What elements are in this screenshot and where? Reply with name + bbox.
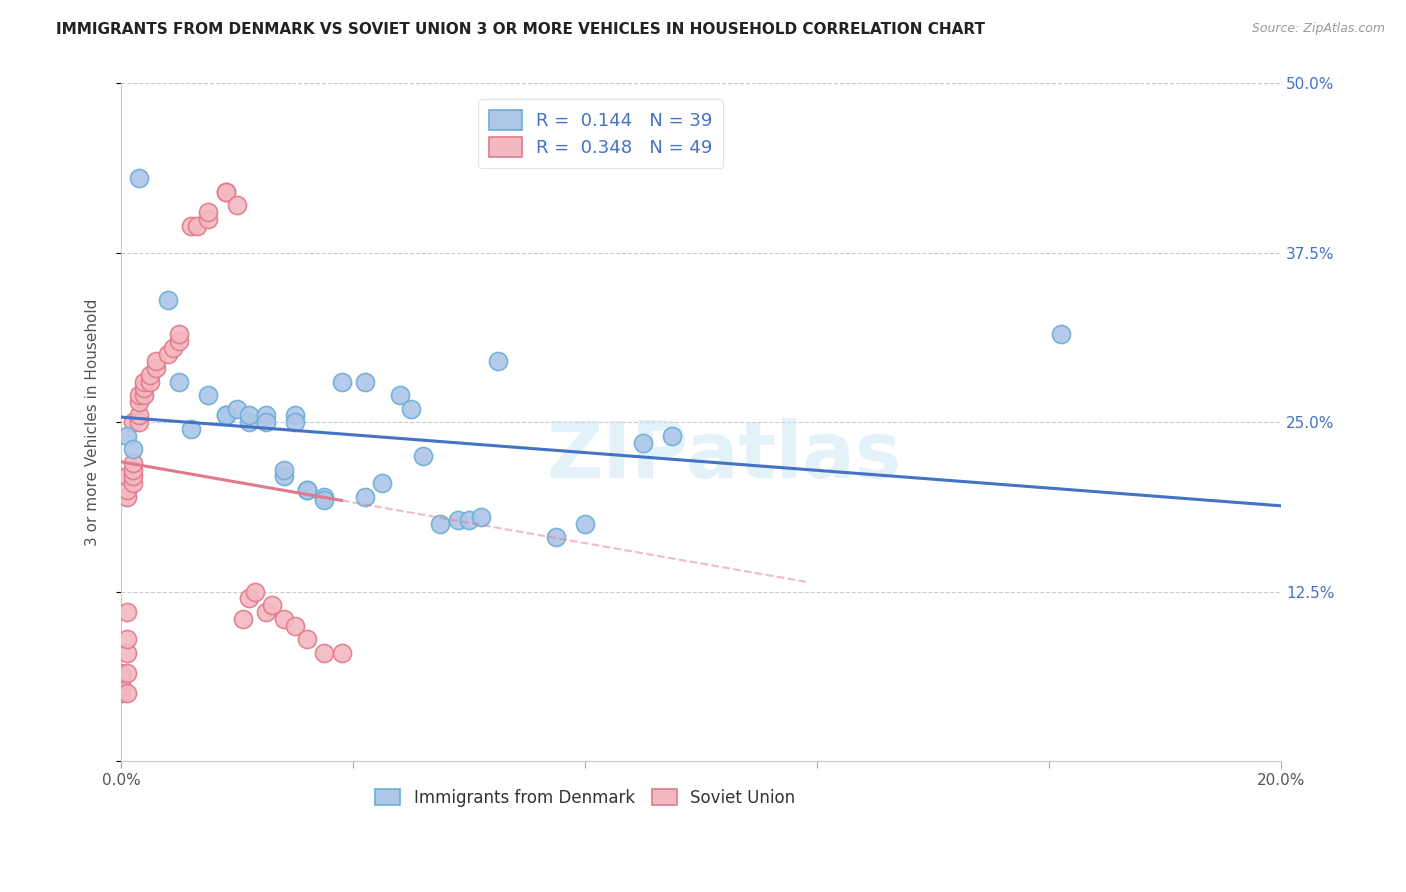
Point (330, 646, 353, 660)
Point (115, 429, 138, 443)
Point (197, 211, 219, 226)
Point (128, 388, 150, 402)
Point (139, 375, 162, 389)
Point (412, 449, 434, 463)
Point (115, 469, 138, 483)
Point (574, 516, 596, 531)
Point (115, 686, 138, 700)
Point (180, 422, 202, 436)
Point (226, 401, 249, 416)
Point (115, 605, 138, 619)
Point (128, 415, 150, 429)
Point (238, 591, 260, 606)
Point (371, 476, 394, 491)
Point (115, 632, 138, 646)
Point (110, 680, 132, 694)
Point (167, 375, 190, 389)
Point (214, 185, 236, 199)
Point (238, 409, 260, 423)
Point (145, 354, 167, 368)
Point (180, 219, 202, 233)
Point (314, 490, 336, 504)
Text: IMMIGRANTS FROM DENMARK VS SOVIET UNION 3 OR MORE VEHICLES IN HOUSEHOLD CORRELAT: IMMIGRANTS FROM DENMARK VS SOVIET UNION … (56, 22, 986, 37)
Point (121, 463, 143, 477)
Point (238, 415, 260, 429)
Point (1050, 327, 1073, 342)
Point (546, 531, 568, 545)
Point (260, 598, 283, 612)
Point (134, 388, 156, 402)
Point (295, 632, 318, 646)
Point (115, 483, 138, 497)
Point (254, 605, 277, 619)
Point (232, 612, 254, 626)
Point (186, 219, 208, 233)
Point (661, 429, 683, 443)
Point (115, 646, 138, 660)
Point (115, 490, 138, 504)
Point (284, 415, 307, 429)
Point (110, 673, 132, 687)
Text: ZIPatlas: ZIPatlas (547, 418, 903, 494)
Point (156, 347, 179, 361)
Legend: Immigrants from Denmark, Soviet Union: Immigrants from Denmark, Soviet Union (368, 782, 801, 814)
Y-axis label: 3 or more Vehicles in Household: 3 or more Vehicles in Household (86, 299, 100, 546)
Point (458, 513, 481, 527)
Point (295, 483, 318, 497)
Point (399, 401, 422, 416)
Point (167, 327, 190, 342)
Point (284, 409, 307, 423)
Point (429, 516, 451, 531)
Point (121, 476, 143, 491)
Point (226, 198, 249, 212)
Point (139, 368, 162, 382)
Point (295, 483, 318, 497)
Point (273, 469, 295, 483)
Point (121, 456, 143, 470)
Point (330, 375, 353, 389)
Point (314, 646, 336, 660)
Point (134, 381, 156, 395)
Point (121, 415, 143, 429)
Point (254, 409, 277, 423)
Point (273, 463, 295, 477)
Point (110, 665, 132, 680)
Point (446, 513, 468, 527)
Point (110, 686, 132, 700)
Text: Source: ZipAtlas.com: Source: ZipAtlas.com (1251, 22, 1385, 36)
Point (633, 435, 655, 450)
Point (214, 409, 236, 423)
Point (162, 341, 184, 355)
Point (314, 492, 336, 507)
Point (254, 415, 277, 429)
Point (486, 354, 509, 368)
Point (156, 293, 179, 308)
Point (243, 584, 266, 599)
Point (128, 409, 150, 423)
Point (273, 612, 295, 626)
Point (353, 490, 375, 504)
Point (134, 375, 156, 389)
Point (353, 375, 375, 389)
Point (197, 388, 219, 402)
Point (121, 442, 143, 457)
Point (470, 510, 492, 524)
Point (128, 171, 150, 186)
Point (214, 409, 236, 423)
Point (284, 618, 307, 632)
Point (121, 469, 143, 483)
Point (167, 334, 190, 348)
Point (197, 205, 219, 219)
Point (388, 388, 411, 402)
Point (145, 361, 167, 376)
Point (214, 185, 236, 199)
Point (128, 395, 150, 409)
Point (115, 665, 138, 680)
